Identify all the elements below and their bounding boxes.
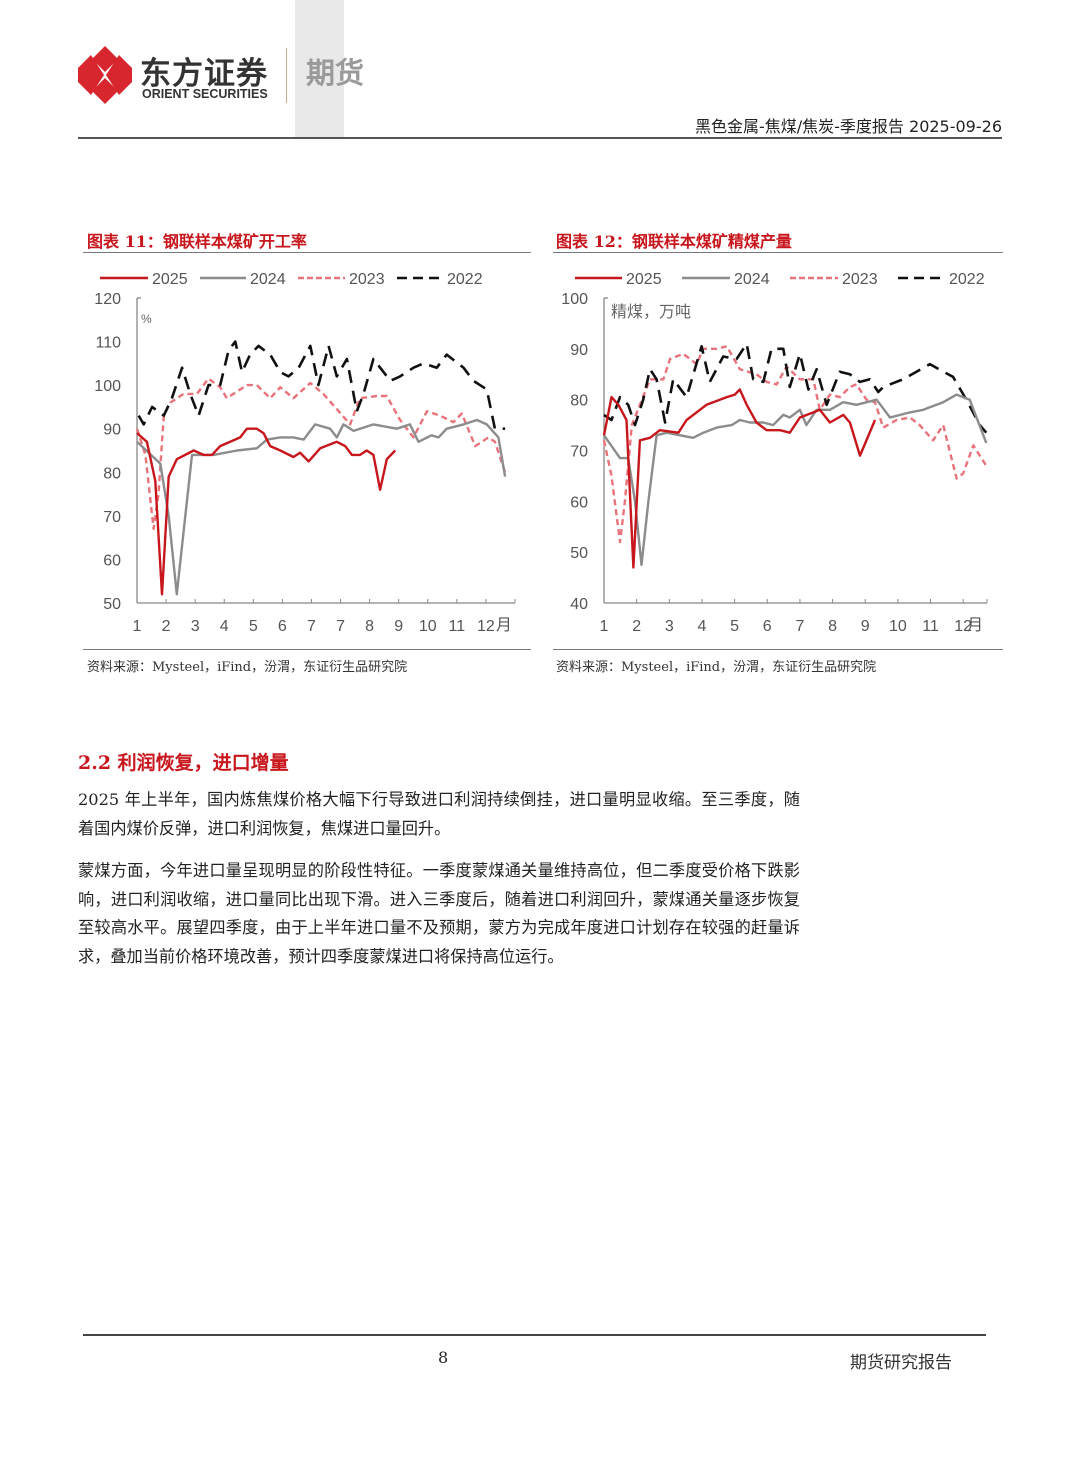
y-tick-label: 60: [103, 552, 121, 569]
x-tick-label: 1: [600, 618, 609, 635]
paragraph: 2025 年上半年，国内炼焦煤价格大幅下行导致进口利润持续倒挂，进口量明显收缩。…: [78, 790, 800, 838]
series-line-2023: [602, 345, 988, 544]
chart-1-title: 图表 11：钢联样本煤矿开工率: [87, 232, 307, 251]
chart-1-top-rule: [83, 252, 531, 253]
x-tick-label: 8: [828, 618, 837, 635]
x-tick-label: 11: [922, 618, 939, 635]
x-tick-label: 5: [730, 618, 739, 635]
x-tick-label: 10: [419, 618, 437, 635]
chart-2-top-rule: [553, 252, 1003, 253]
y-tick-label: 90: [570, 342, 588, 359]
y-tick-label: 40: [570, 596, 588, 613]
series-line-2022: [603, 342, 988, 434]
brand-name-en: ORIENT SECURITIES: [142, 87, 268, 101]
series-line-2022: [137, 340, 506, 430]
y-tick-label: 110: [95, 335, 121, 352]
series-line-2025: [602, 388, 877, 569]
series-line-2025: [136, 427, 397, 596]
x-unit-label: 月: [496, 617, 512, 634]
brand-name: 东方证券: [140, 56, 268, 92]
chart-1-source: 资料来源：Mysteel，iFind，汾渭，东证衍生品研究院: [87, 660, 408, 675]
legend-label-2022: 2022: [447, 271, 483, 288]
legend-label-2025: 2025: [152, 271, 188, 288]
legend-label-2024: 2024: [734, 271, 770, 288]
series-line-2023: [135, 377, 507, 531]
x-tick-label: 7: [307, 618, 316, 635]
chart-2-title: 图表 12：钢联样本煤矿精煤产量: [556, 232, 792, 251]
series-line-2024: [136, 418, 507, 596]
header-rule: [78, 137, 1002, 139]
y-tick-label: 60: [570, 494, 588, 511]
y-tick-label: 70: [570, 444, 588, 461]
chart-1-bottom-rule: [83, 649, 531, 650]
x-tick-label: 7: [336, 618, 345, 635]
y-tick-label: 100: [94, 378, 121, 395]
x-tick-label: 9: [394, 618, 403, 635]
legend-label-2023: 2023: [842, 271, 878, 288]
y-tick-label: 120: [94, 291, 121, 308]
x-tick-label: 6: [278, 618, 287, 635]
x-tick-label: 2: [162, 618, 171, 635]
legend-label-2025: 2025: [626, 271, 662, 288]
report-title: 黑色金属-焦煤/焦炭-季度报告 2025-09-26: [694, 117, 1002, 136]
orient-logo-icon: [78, 46, 132, 104]
y-tick-label: 80: [103, 465, 121, 482]
header-band: [295, 0, 344, 138]
x-tick-label: 6: [763, 618, 772, 635]
x-tick-label: 12: [477, 618, 495, 635]
x-tick-label: 7: [795, 618, 804, 635]
x-tick-label: 4: [698, 618, 707, 635]
x-tick-label: 5: [249, 618, 258, 635]
y-tick-label: 100: [561, 291, 588, 308]
series-line-2024: [603, 393, 988, 567]
y-tick-label: 50: [103, 596, 121, 613]
legend-label-2022: 2022: [949, 271, 985, 288]
y-tick-label: 90: [103, 422, 121, 439]
header-divider: [286, 48, 287, 103]
chart-2-source: 资料来源：Mysteel，iFind，汾渭，东证衍生品研究院: [556, 660, 877, 675]
x-tick-label: 3: [191, 618, 200, 635]
x-tick-label: 11: [449, 618, 466, 635]
x-tick-label: 4: [220, 618, 229, 635]
division-label: 期货: [306, 56, 365, 90]
y-tick-label: 50: [570, 545, 588, 562]
paragraph: 蒙煤方面，今年进口量呈现明显的阶段性特征。一季度蒙煤通关量维持高位，但二季度受价…: [78, 861, 800, 966]
page-number: 8: [438, 1348, 449, 1367]
legend-label-2024: 2024: [250, 271, 286, 288]
section-heading: 2.2 利润恢复，进口增量: [78, 752, 289, 774]
x-unit-label: 月: [967, 617, 983, 634]
chart-2-bottom-rule: [553, 649, 1003, 650]
y-tick-label: 80: [570, 393, 588, 410]
y-unit-label: %: [141, 312, 152, 326]
footer-label: 期货研究报告: [850, 1353, 952, 1373]
y-tick-label: 70: [103, 509, 121, 526]
y-unit-label: 精煤，万吨: [611, 303, 691, 321]
x-tick-label: 9: [861, 618, 870, 635]
x-tick-label: 3: [665, 618, 674, 635]
x-tick-label: 10: [889, 618, 907, 635]
legend-label-2023: 2023: [349, 271, 385, 288]
x-tick-label: 12: [954, 618, 972, 635]
footer-rule: [83, 1334, 986, 1336]
x-tick-label: 8: [365, 618, 374, 635]
x-tick-label: 1: [133, 618, 142, 635]
x-tick-label: 2: [632, 618, 641, 635]
